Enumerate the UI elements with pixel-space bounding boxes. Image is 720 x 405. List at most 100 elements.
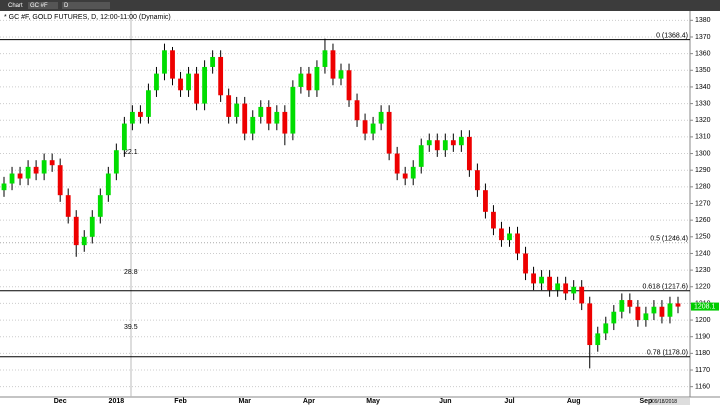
candle-body — [603, 323, 609, 334]
candle-body — [170, 50, 175, 79]
candle-body — [146, 90, 151, 117]
candle-body — [65, 195, 71, 217]
y-tick-label: 1380 — [695, 17, 711, 24]
candle-body — [402, 173, 408, 179]
candle-body — [442, 140, 448, 151]
candle-body — [81, 236, 87, 246]
candle-body — [386, 111, 392, 154]
candle-body — [563, 283, 569, 294]
candle-body — [474, 170, 480, 191]
y-tick-label: 1350 — [695, 67, 711, 74]
candle-body — [274, 111, 280, 124]
candle-body — [539, 276, 544, 284]
candle-body — [434, 140, 440, 151]
candle-body — [202, 66, 208, 104]
candle-body — [611, 311, 617, 324]
y-tick-label: 1230 — [695, 267, 711, 274]
candle-body — [394, 153, 400, 174]
candle-body — [41, 160, 47, 174]
y-tick-label: 1260 — [695, 217, 711, 224]
candle-body — [186, 73, 191, 91]
candle-body — [466, 136, 472, 171]
chart-title: * GC #F, GOLD FUTURES, D, 12:00-11:00 (D… — [4, 14, 171, 21]
candle-body — [226, 95, 232, 117]
time-label: 39.5 — [124, 324, 138, 331]
candle-body — [138, 111, 143, 117]
x-tick-label: Mar — [238, 398, 251, 405]
candle-body — [346, 70, 352, 101]
candle-body — [97, 195, 103, 217]
candle-body — [571, 286, 577, 294]
x-tick-label: Jul — [504, 398, 514, 405]
fib-label: 0.5 (1246.4) — [650, 236, 688, 243]
last-price-tag — [691, 302, 719, 311]
candle-body — [531, 273, 536, 284]
candle-body — [338, 70, 344, 79]
y-tick-label: 1320 — [695, 117, 711, 124]
period-box[interactable] — [62, 2, 110, 9]
candle-body — [57, 165, 63, 196]
x-tick-label: Sep — [639, 398, 652, 405]
candle-body — [458, 136, 464, 146]
candle-body — [362, 120, 368, 134]
y-tick-label: 1190 — [695, 334, 710, 341]
candle-body — [33, 166, 39, 174]
candle-body — [121, 123, 127, 151]
candle-body — [89, 216, 95, 237]
candle-body — [49, 160, 55, 166]
candle-body — [330, 50, 336, 79]
candle-body — [17, 173, 23, 179]
candle-body — [218, 56, 224, 96]
y-tick-label: 1160 — [695, 384, 710, 391]
y-tick-label: 1220 — [695, 284, 711, 291]
candle-body — [579, 286, 585, 304]
candle-body — [659, 306, 665, 317]
candle-body — [234, 103, 240, 117]
toolbar-app[interactable]: Chart — [8, 3, 23, 9]
x-tick-label: Aug — [567, 398, 581, 405]
candle-body — [290, 86, 296, 134]
y-tick-label: 1370 — [695, 34, 711, 41]
y-tick-label: 1200 — [695, 317, 711, 324]
y-tick-label: 1180 — [695, 350, 710, 357]
y-tick-label: 1280 — [695, 184, 711, 191]
x-tick-label: May — [366, 398, 380, 405]
candle-body — [587, 303, 593, 346]
x-tick-label: 2018 — [109, 398, 125, 405]
candle-body — [378, 111, 384, 124]
date-box-text: 09/18/2018 — [652, 399, 677, 405]
symbol-box[interactable] — [28, 2, 58, 9]
candle-body — [450, 140, 456, 146]
candle-body — [282, 111, 288, 134]
y-tick-label: 1330 — [695, 100, 711, 107]
y-tick-label: 1240 — [695, 250, 711, 257]
candle-body — [250, 116, 256, 134]
y-tick-label: 1340 — [695, 84, 711, 91]
candle-body — [210, 56, 216, 67]
candle-body — [113, 150, 119, 174]
candle-body — [675, 303, 681, 307]
candle-body — [410, 166, 416, 179]
candle-body — [619, 300, 625, 312]
candle-body — [418, 145, 424, 167]
candle-body — [523, 253, 528, 274]
candle-body — [9, 173, 15, 184]
candle-body — [627, 300, 633, 307]
candle-body — [314, 66, 320, 91]
candle-body — [266, 106, 272, 124]
toolbar-symbol[interactable]: GC #F — [30, 3, 48, 9]
candle-body — [483, 190, 488, 212]
last-price-label: 1208.1 — [694, 303, 716, 310]
toolbar-period[interactable]: D — [64, 3, 69, 9]
candle-body — [555, 283, 561, 291]
y-tick-label: 1310 — [695, 134, 711, 141]
fib-label: 0 (1368.4) — [656, 32, 688, 39]
candle-body — [426, 140, 432, 146]
y-tick-label: 1270 — [695, 200, 711, 207]
candle-body — [194, 73, 199, 104]
y-tick-label: 1250 — [695, 234, 711, 241]
candle-body — [298, 73, 304, 87]
candle-body — [643, 313, 649, 321]
candle-body — [129, 111, 135, 124]
y-tick-label: 1360 — [695, 50, 711, 57]
